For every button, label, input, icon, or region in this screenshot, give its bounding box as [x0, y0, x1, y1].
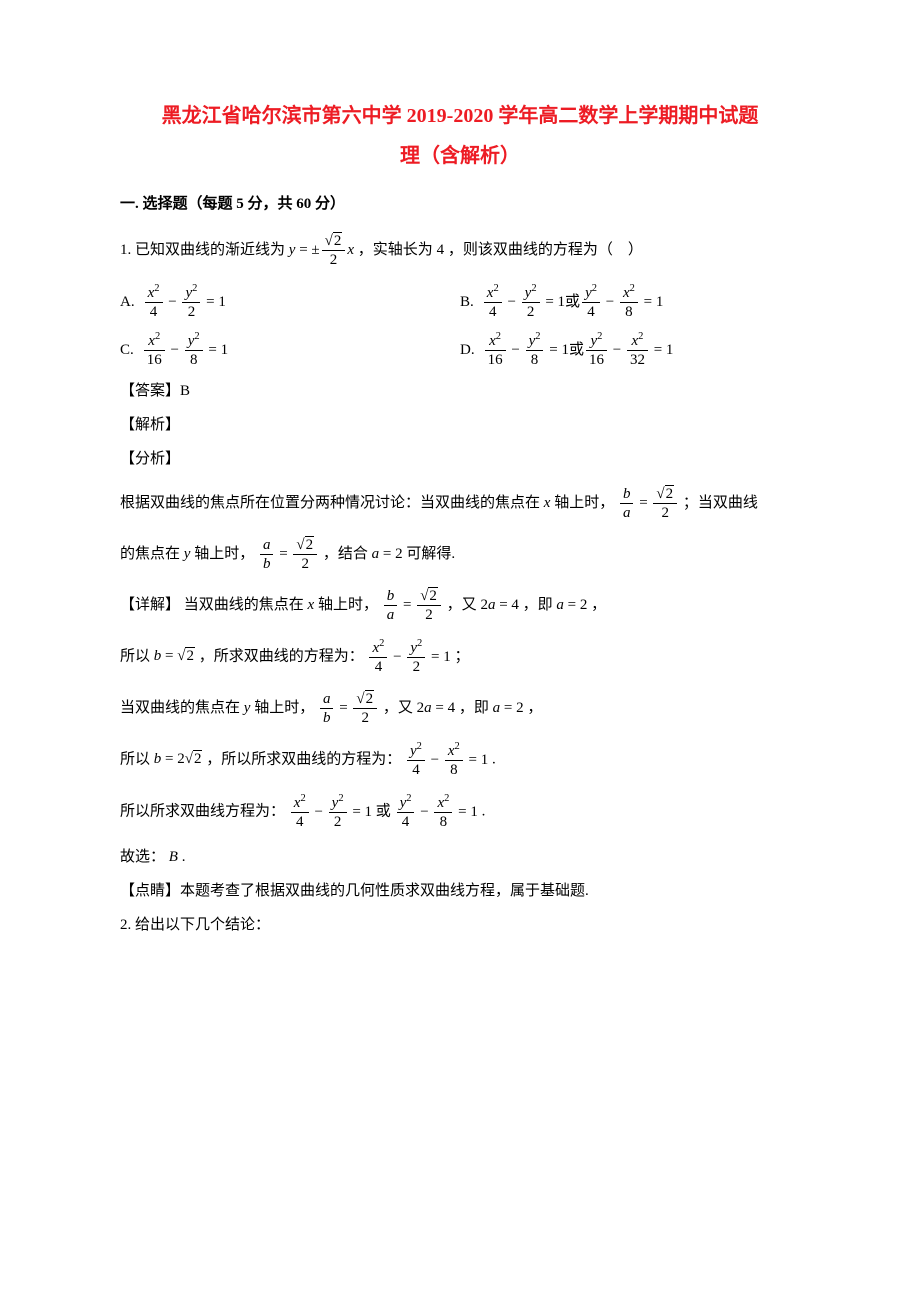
- text: 根据双曲线的焦点所在位置分两种情况讨论：当双曲线的焦点在: [120, 495, 540, 511]
- text: 的焦点在: [120, 546, 180, 562]
- q1-real-axis: 4: [437, 242, 445, 258]
- q2-text: 给出以下几个结论：: [135, 917, 270, 933]
- q1-answer: 【答案】B: [120, 379, 800, 403]
- text: 轴上时，: [254, 700, 314, 716]
- text: .: [492, 751, 496, 767]
- eq-result2: y24 − x28 = 1: [405, 741, 488, 779]
- text: ，又: [447, 597, 477, 613]
- page-subtitle: 理（含解析）: [120, 140, 800, 172]
- opt-b-label: B.: [460, 290, 474, 314]
- eq-result1: x24 − y22 = 1: [367, 638, 450, 676]
- text: 可解得.: [406, 546, 455, 562]
- a-eq2: a = 2: [556, 597, 587, 613]
- opt-d-label: D.: [460, 338, 475, 362]
- y-var: y: [244, 700, 251, 716]
- b-eq1: b = 2: [154, 648, 195, 664]
- text: 所以: [120, 648, 150, 664]
- text: ，: [527, 700, 542, 716]
- page-title: 黑龙江省哈尔滨市第六中学 2019-2020 学年高二数学上学期期中试题: [120, 100, 800, 132]
- text: ，所以所求双曲线的方程为：: [206, 751, 401, 767]
- q2-stem: 2. 给出以下几个结论：: [120, 913, 800, 937]
- a-eq: a: [372, 546, 380, 562]
- q1-analysis-p2: 的焦点在 y 轴上时， ab = 22 ，结合 a = 2 可解得.: [120, 536, 800, 573]
- q1-stem: 1. 已知双曲线的渐近线为 y = ± 22 x ，实轴长为 4 ，则该双曲线的…: [120, 232, 800, 269]
- section-header: 一. 选择题（每题 5 分，共 60 分）: [120, 192, 800, 216]
- eq-final1: x24 − y22 = 1: [289, 793, 372, 831]
- y-var: y: [184, 546, 191, 562]
- two-a: 2a = 4: [480, 597, 518, 613]
- q1-detail-p5: 所以所求双曲线方程为： x24 − y22 = 1 或 y24 − x28 = …: [120, 793, 800, 831]
- ratio-ab2: ab = 22: [318, 690, 379, 727]
- opt-a-label: A.: [120, 290, 135, 314]
- conclude-answer: B: [169, 849, 178, 865]
- text: ，又: [383, 700, 413, 716]
- text: 轴上时，: [194, 546, 254, 562]
- q1-dianqing: 【点睛】本题考查了根据双曲线的几何性质求双曲线方程，属于基础题.: [120, 879, 800, 903]
- text: 所以: [120, 751, 150, 767]
- opt-d-or: 或: [569, 338, 584, 362]
- q1-detail-p2: 所以 b = 2 ，所求双曲线的方程为： x24 − y22 = 1 ；: [120, 638, 800, 676]
- text: ，即: [459, 700, 489, 716]
- q1-options-row2: C. x216 − y28 = 1 D. x216 − y28 = 1 或 y2…: [120, 331, 800, 369]
- answer-label: 【答案】: [120, 383, 180, 399]
- q1-text-mid: ，实轴长为: [358, 242, 433, 258]
- text: ，: [591, 597, 606, 613]
- text: 当双曲线的焦点在: [120, 700, 240, 716]
- text: 轴上时，: [554, 495, 614, 511]
- q1-detail-p1: 【详解】 当双曲线的焦点在 x 轴上时， ba = 22 ，又 2a = 4 ，…: [120, 587, 800, 624]
- q1-fenxi: 【分析】: [120, 447, 800, 471]
- xiangjie-label: 【详解】: [120, 597, 180, 613]
- q1-option-d: D. x216 − y28 = 1 或 y216 − x232 = 1: [460, 331, 800, 369]
- conclude-label: 故选：: [120, 849, 165, 865]
- q1-detail-p3: 当双曲线的焦点在 y 轴上时， ab = 22 ，又 2a = 4 ，即 a =…: [120, 690, 800, 727]
- ratio-ba: ba = 22: [618, 485, 679, 522]
- q1-detail-p4: 所以 b = 22 ，所以所求双曲线的方程为： y24 − x28 = 1 .: [120, 741, 800, 779]
- q1-text-before: 已知双曲线的渐近线为: [135, 242, 285, 258]
- two-a2: 2a = 4: [417, 700, 455, 716]
- x-var: x: [544, 495, 551, 511]
- a-eq3: a = 2: [493, 700, 524, 716]
- b-eq2: b = 22: [154, 751, 203, 767]
- text: 当双曲线的焦点在: [184, 597, 304, 613]
- q1-options-row1: A. x24 − y22 = 1 B. x24 − y22 = 1 或 y24 …: [120, 283, 800, 321]
- q1-analysis-p1: 根据双曲线的焦点所在位置分两种情况讨论：当双曲线的焦点在 x 轴上时， ba =…: [120, 485, 800, 522]
- text: ，结合: [323, 546, 368, 562]
- q1-option-a: A. x24 − y22 = 1: [120, 283, 460, 321]
- text: 轴上时，: [318, 597, 378, 613]
- q1-conclude: 故选： B .: [120, 845, 800, 869]
- q1-jiexi: 【解析】: [120, 413, 800, 437]
- q1-text-after: ，则该双曲线的方程为（ ）: [448, 242, 643, 258]
- opt-c-label: C.: [120, 338, 134, 362]
- text: ，所求双曲线的方程为：: [199, 648, 364, 664]
- x-var: x: [308, 597, 315, 613]
- q1-option-c: C. x216 − y28 = 1: [120, 331, 460, 369]
- text: 或: [376, 803, 391, 819]
- dianqing-label: 【点睛】: [120, 883, 180, 899]
- text: .: [482, 803, 486, 819]
- text: ，即: [523, 597, 553, 613]
- answer-value: B: [180, 383, 190, 399]
- text: 所以所求双曲线方程为：: [120, 803, 285, 819]
- text: ；: [455, 648, 470, 664]
- q1-option-b: B. x24 − y22 = 1 或 y24 − x28 = 1: [460, 283, 800, 321]
- dianqing-text: 本题考查了根据双曲线的几何性质求双曲线方程，属于基础题.: [180, 883, 589, 899]
- q1-asymptote: y = ± 22 x: [289, 232, 354, 269]
- ratio-ba2: ba = 22: [382, 587, 443, 624]
- text: ；当双曲线: [683, 495, 758, 511]
- opt-b-or: 或: [565, 290, 580, 314]
- eq-final2: y24 − x28 = 1: [395, 793, 478, 831]
- ratio-ab: ab = 22: [258, 536, 319, 573]
- text: .: [182, 849, 186, 865]
- q2-number: 2.: [120, 917, 131, 933]
- q1-number: 1.: [120, 242, 131, 258]
